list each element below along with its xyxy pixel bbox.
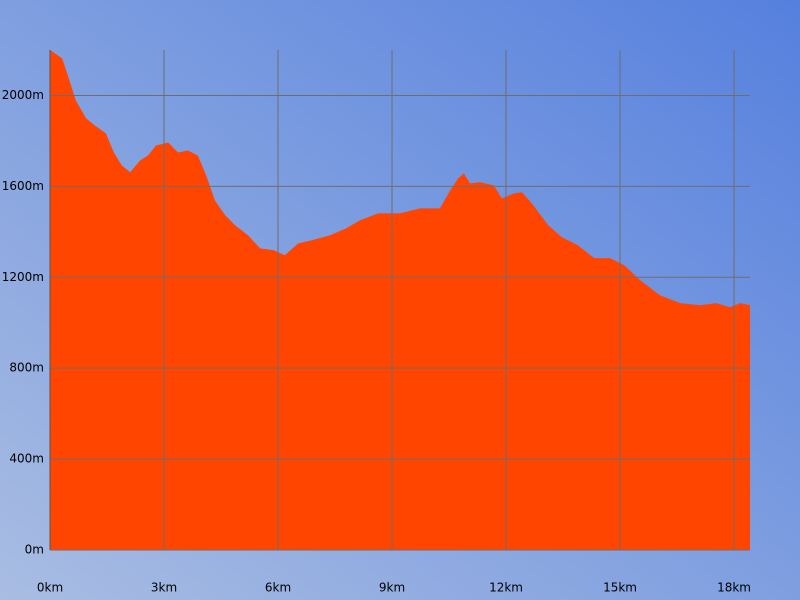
x-tick-label: 15km: [603, 581, 637, 595]
y-tick-label: 400m: [9, 452, 44, 466]
y-tick-label: 800m: [9, 361, 44, 375]
plot-area: 0m 400m 800m 1200m 1600m 2000m 0km 3km 6km 9km 12k…: [2, 50, 751, 595]
x-tick-label: 6km: [265, 581, 291, 595]
x-tick-label: 12km: [489, 581, 523, 595]
y-tick-label: 0m: [25, 543, 44, 557]
x-tick-label: 0km: [37, 581, 63, 595]
x-tick-label: 18km: [717, 581, 751, 595]
x-tick-label: 3km: [151, 581, 177, 595]
x-tick-label: 9km: [379, 581, 405, 595]
y-tick-label: 2000m: [2, 88, 44, 102]
y-tick-label: 1600m: [2, 179, 44, 193]
elevation-area: [50, 50, 750, 550]
y-tick-label: 1200m: [2, 270, 44, 284]
